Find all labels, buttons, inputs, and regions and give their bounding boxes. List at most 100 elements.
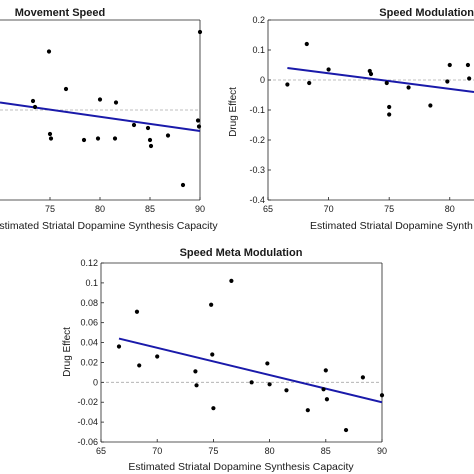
data-point	[113, 100, 119, 105]
data-point	[116, 344, 122, 349]
data-point	[145, 125, 151, 131]
data-point	[360, 375, 365, 380]
data-point	[304, 41, 309, 47]
axes-frame	[267, 19, 474, 201]
data-point	[465, 62, 471, 68]
chart-title: Speed Meta Modulation	[180, 247, 303, 259]
y-tick-label: 0.06	[80, 318, 98, 328]
axes-frame	[100, 262, 383, 443]
y-tick-label: 0.08	[80, 298, 98, 308]
data-point	[387, 112, 392, 117]
data-point	[194, 383, 199, 388]
x-tick-label: 65	[96, 446, 106, 456]
x-tick-label: 70	[152, 446, 162, 456]
data-point	[323, 368, 328, 373]
x-tick-label: 80	[445, 204, 455, 214]
data-point	[197, 29, 203, 35]
regression-line	[287, 67, 474, 93]
y-tick-label: 0	[93, 377, 98, 387]
regression-line	[118, 337, 383, 404]
data-point	[30, 98, 36, 104]
y-tick-label: -0.04	[77, 417, 98, 427]
data-point	[155, 354, 160, 359]
x-tick-label: 80	[95, 204, 105, 214]
data-point	[47, 131, 53, 137]
data-point	[137, 363, 142, 368]
y-tick-label: -0.3	[249, 165, 265, 175]
data-point	[32, 104, 38, 110]
data-point	[48, 136, 54, 141]
data-point	[193, 369, 198, 374]
data-point	[285, 82, 290, 87]
data-point	[81, 137, 87, 143]
x-tick-label: 75	[384, 204, 394, 214]
regression-line	[0, 101, 201, 132]
data-point	[265, 361, 270, 366]
data-point	[210, 352, 215, 357]
data-point	[406, 85, 411, 90]
y-tick-label: -0.06	[77, 437, 98, 447]
data-point	[307, 80, 312, 86]
y-tick-label: -0.1	[249, 105, 265, 115]
y-tick-label: 0	[260, 75, 265, 85]
y-axis-label: Drug Effect	[62, 327, 73, 377]
data-point	[63, 86, 69, 92]
x-tick-label: 85	[321, 446, 331, 456]
data-point	[147, 137, 153, 143]
data-point	[447, 62, 452, 68]
data-point	[343, 427, 349, 433]
x-tick-label: 90	[195, 204, 205, 214]
data-point	[46, 49, 52, 54]
data-point	[148, 143, 154, 149]
x-axis-label: Estimated Striatal Dopamine Synthesis Ca…	[0, 220, 218, 232]
chart-title: Movement Speed	[15, 7, 105, 19]
data-point	[305, 408, 310, 413]
data-point	[195, 118, 201, 123]
data-point	[326, 67, 331, 72]
x-tick-label: 75	[45, 204, 55, 214]
data-point	[165, 133, 171, 138]
data-point	[324, 397, 330, 402]
chart-title: Speed Modulation	[379, 7, 474, 19]
x-axis-label: Estimated Striatal Dopamine Synth	[310, 220, 473, 232]
data-point	[387, 104, 392, 110]
y-tick-label: -0.4	[249, 195, 265, 205]
data-point	[428, 103, 433, 108]
y-tick-label: -0.02	[77, 397, 98, 407]
data-point	[445, 79, 450, 84]
data-point	[267, 382, 272, 387]
data-point	[95, 136, 101, 141]
chart-movement-speed: Movement Speed Estimated Striatal Dopami…	[0, 7, 218, 232]
y-tick-label: 0.02	[80, 357, 98, 367]
data-point	[196, 124, 202, 129]
data-point	[131, 122, 137, 128]
x-tick-label: 65	[263, 204, 273, 214]
x-tick-label: 85	[145, 204, 155, 214]
data-point	[209, 302, 214, 307]
y-tick-label: 0.2	[252, 15, 265, 25]
data-point	[180, 182, 186, 188]
data-point	[379, 393, 385, 398]
data-point	[284, 388, 289, 393]
data-point	[384, 80, 389, 86]
chart-speed-modulation: Speed Modulation Estimated Striatal Dopa…	[228, 7, 474, 232]
x-tick-label: 70	[324, 204, 334, 214]
data-point	[368, 71, 374, 77]
data-point	[97, 97, 103, 102]
y-tick-label: 0.12	[80, 258, 98, 268]
data-point	[211, 406, 216, 411]
chart-speed-meta-modulation: Speed Meta Modulation Estimated Striatal…	[62, 247, 387, 473]
x-tick-label: 75	[208, 446, 218, 456]
data-point	[467, 76, 472, 81]
data-point	[229, 278, 234, 283]
data-point	[321, 387, 326, 392]
y-axis-label: Drug Effect	[228, 87, 239, 137]
x-tick-label: 90	[377, 446, 387, 456]
data-point	[112, 136, 118, 141]
y-tick-label: 0.1	[252, 45, 265, 55]
y-tick-label: 0.04	[80, 338, 98, 348]
y-tick-label: 0.1	[85, 278, 98, 288]
y-tick-label: -0.2	[249, 135, 265, 145]
x-axis-label: Estimated Striatal Dopamine Synthesis Ca…	[128, 461, 354, 473]
